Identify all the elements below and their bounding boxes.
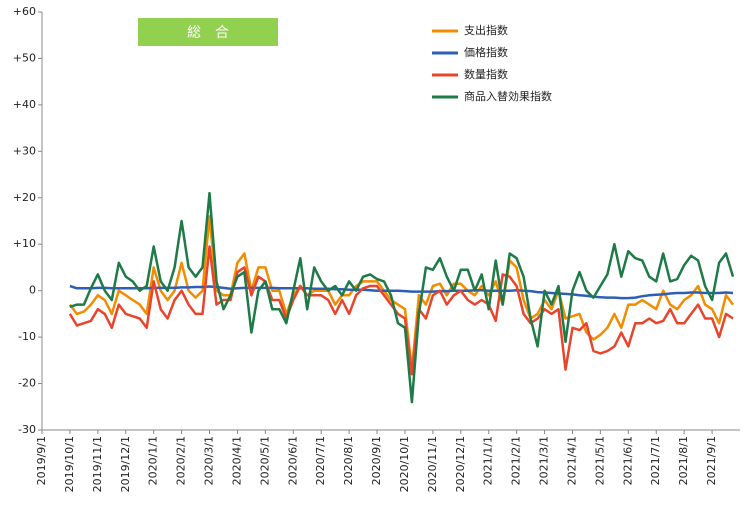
y-tick-label: -30	[18, 423, 36, 436]
y-tick-label: +20	[13, 191, 36, 204]
x-tick-label: 2020/8/1	[342, 436, 355, 485]
x-tick-label: 2021/2/1	[510, 436, 523, 485]
x-tick-label: 2020/1/1	[147, 436, 160, 485]
x-tick-label: 2019/9/1	[35, 436, 48, 485]
title-box	[138, 18, 278, 46]
y-tick-label: -20	[18, 377, 36, 390]
legend-label: 支出指数	[464, 23, 508, 37]
x-tick-label: 2019/12/1	[119, 436, 132, 492]
chart-title: 総 合	[187, 25, 229, 41]
x-tick-label: 2020/6/1	[286, 436, 299, 485]
y-tick-label: +60	[13, 5, 36, 18]
x-tick-label: 2021/6/1	[621, 436, 634, 485]
x-tick-label: 2020/3/1	[203, 436, 216, 485]
x-tick-label: 2021/8/1	[677, 436, 690, 485]
series-line	[69, 284, 734, 300]
x-tick-label: 2020/10/1	[398, 436, 411, 492]
y-tick-label: -10	[18, 330, 36, 343]
x-tick-label: 2021/5/1	[593, 436, 606, 485]
x-tick-label: 2021/4/1	[565, 436, 578, 485]
series-line	[69, 191, 735, 404]
x-tick-label: 2021/3/1	[538, 436, 551, 485]
x-tick-label: 2020/9/1	[370, 436, 383, 485]
legend-label: 商品入替効果指数	[464, 89, 552, 103]
y-tick-label: +30	[13, 144, 36, 157]
series-line	[68, 245, 734, 376]
x-tick-label: 2020/11/1	[426, 436, 439, 492]
y-tick-label: +10	[13, 237, 36, 250]
x-tick-label: 2021/7/1	[649, 436, 662, 485]
y-tick-label: 0	[29, 284, 36, 297]
x-tick-label: 2021/1/1	[482, 436, 495, 485]
x-tick-label: 2020/5/1	[258, 436, 271, 485]
x-tick-label: 2021/9/1	[705, 436, 718, 485]
x-tick-label: 2020/4/1	[230, 436, 243, 485]
y-tick-label: +40	[13, 98, 36, 111]
legend-label: 数量指数	[464, 67, 508, 81]
x-tick-label: 2019/11/1	[91, 436, 104, 492]
x-tick-label: 2020/12/1	[454, 436, 467, 492]
y-tick-label: +50	[13, 51, 36, 64]
x-tick-label: 2019/10/1	[63, 436, 76, 492]
x-tick-label: 2020/7/1	[314, 436, 327, 485]
series-line	[68, 215, 734, 371]
legend-label: 価格指数	[464, 45, 508, 59]
x-tick-label: 2020/2/1	[175, 436, 188, 485]
